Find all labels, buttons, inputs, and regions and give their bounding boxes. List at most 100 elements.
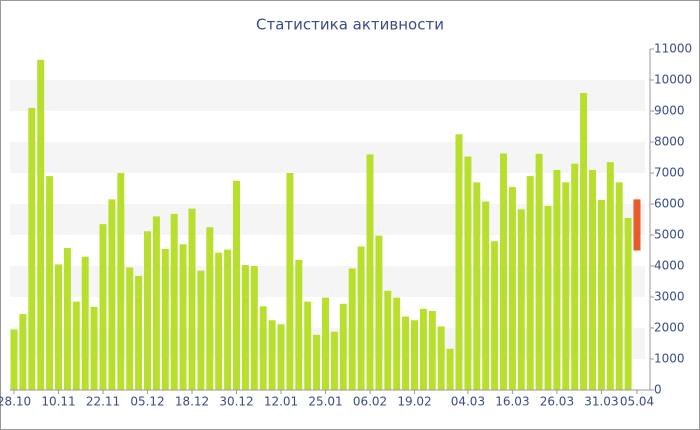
bar [108,199,116,390]
bar [179,244,187,390]
y-tick-label: 3000 [654,290,685,304]
y-tick-label: 8000 [654,135,685,149]
bar [99,224,107,390]
bar [206,227,214,390]
bar [322,297,329,390]
x-tick-label: 06.02 [353,395,387,409]
bar [313,334,321,390]
bar [348,268,356,390]
bar [268,320,276,390]
y-tick-label: 4000 [654,259,685,273]
y-tick-label: 5000 [654,228,685,242]
y-tick-label: 9000 [654,104,685,118]
y-tick-label: 1000 [654,352,685,366]
range-bar [633,199,641,251]
bar [437,326,445,390]
bar [526,176,534,390]
bar [215,252,223,390]
stripe [10,80,645,111]
bar [170,213,178,390]
x-tick-label: 26.03 [540,395,574,409]
bar [81,256,89,390]
y-tick-label: 0 [654,383,662,397]
bar [482,201,490,390]
x-tick-label: 10.11 [41,395,75,409]
bar [286,173,294,390]
bar [446,348,454,390]
bar [419,308,427,390]
y-tick-label: 2000 [654,321,685,335]
bar [553,169,561,390]
x-tick-label: 22.11 [86,395,120,409]
x-tick-label: 18.12 [175,395,209,409]
bar [384,290,392,390]
bar [277,324,285,390]
bar [233,180,240,390]
x-tick-label: 04.03 [451,395,485,409]
bar [508,186,516,390]
bar [535,153,543,390]
bar [330,331,338,390]
bar [224,249,232,390]
bar [10,329,18,390]
bar [544,205,552,390]
bar [90,306,98,390]
bar [455,134,463,390]
bar [304,301,312,390]
stripe [10,142,645,173]
bar [597,199,605,390]
x-tick-label: 19.02 [397,395,431,409]
bar [63,248,71,390]
bar [411,320,418,390]
bar [72,301,80,390]
bar [366,154,374,390]
bar [517,209,525,390]
x-tick-label: 28.10 [0,395,31,409]
bar [188,208,196,390]
bar [402,316,410,390]
bar [473,182,481,390]
bar [393,297,401,390]
bar [500,153,507,390]
bar [28,107,36,391]
x-tick-label: 30.12 [219,395,253,409]
chart-title: Статистика активности [256,16,444,34]
y-tick-label: 10000 [654,73,692,87]
bar [562,182,570,390]
bar [357,246,365,390]
bar [428,310,436,390]
bar [339,303,347,390]
y-tick-label: 7000 [654,166,685,180]
bar [580,93,588,391]
bar [624,217,632,390]
bar [37,59,45,390]
bar [144,231,151,390]
y-tick-label: 6000 [654,197,685,211]
bar [161,248,169,390]
bar [135,275,143,390]
x-tick-label: 25.01 [308,395,342,409]
bar [606,162,614,390]
x-tick-label: 31.03 [584,395,618,409]
bar [491,241,499,390]
x-tick-label: 05.12 [130,395,164,409]
y-tick-label: 11000 [654,42,692,56]
bar [126,267,134,390]
bar [197,270,205,390]
bar [117,173,125,390]
bar [295,259,303,390]
bar [589,169,596,390]
bar [571,163,579,390]
bar [615,182,623,390]
bar [241,265,249,390]
x-tick-label: 05.04 [620,395,654,409]
bar [375,235,383,390]
bar [152,216,160,390]
bar [55,264,62,390]
bar [464,156,472,390]
x-tick-label: 12.01 [264,395,298,409]
bar [46,176,54,390]
bar [259,306,267,390]
x-tick-label: 16.03 [495,395,529,409]
